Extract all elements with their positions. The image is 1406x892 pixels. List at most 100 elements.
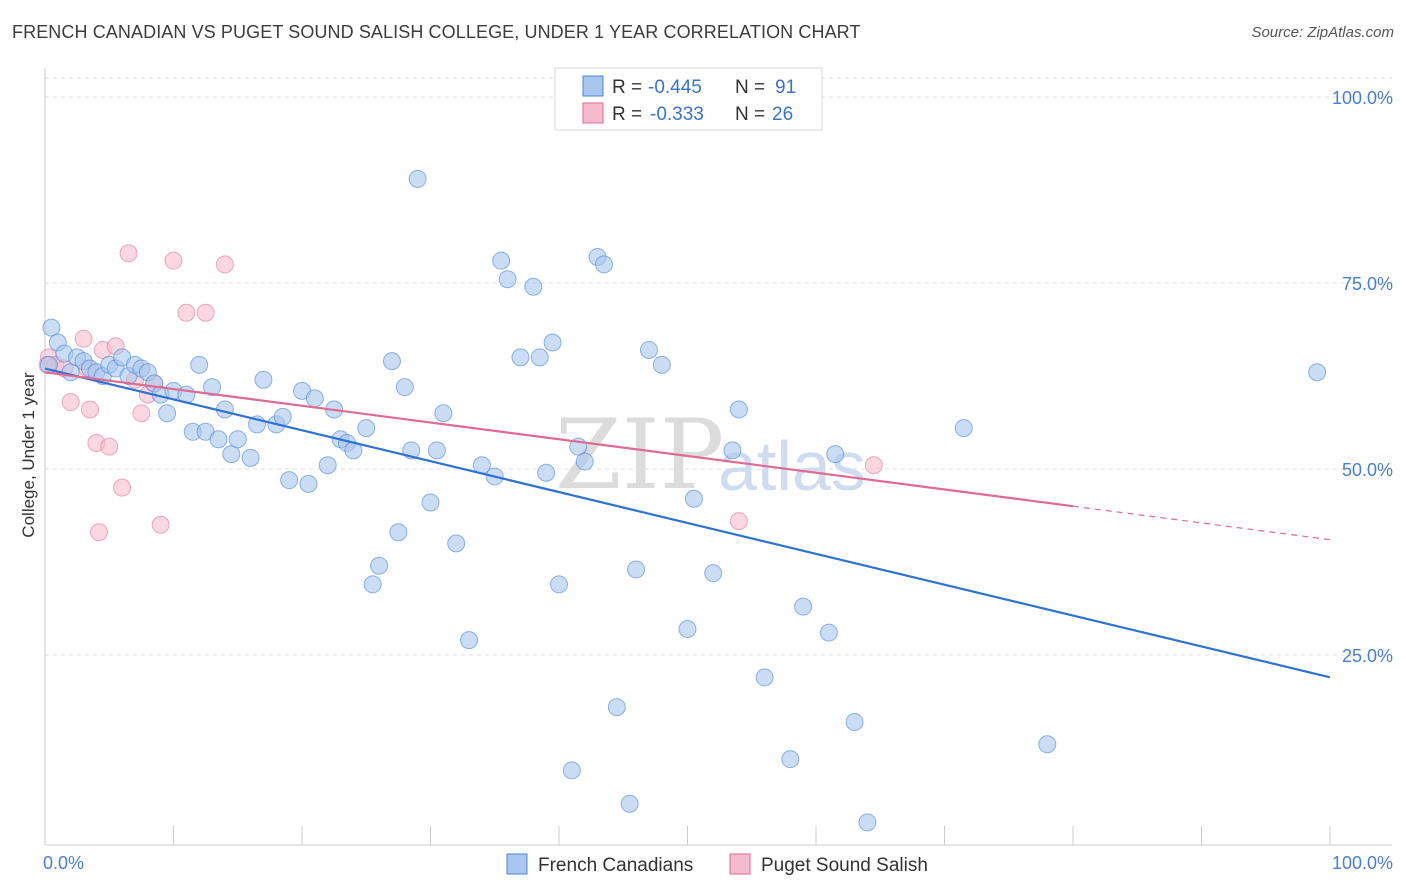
watermark-atlas: atlas	[718, 427, 866, 505]
data-point-french-canadians	[1308, 363, 1327, 382]
data-point-french-canadians	[723, 441, 742, 460]
data-point-french-canadians	[421, 493, 440, 512]
data-point-puget-sound-salish	[80, 400, 99, 419]
data-point-french-canadians	[627, 560, 646, 579]
data-point-french-canadians	[607, 698, 626, 717]
data-point-french-canadians	[460, 631, 479, 650]
x-tick-label: 0.0%	[43, 853, 84, 873]
data-point-french-canadians	[639, 340, 658, 359]
stats-legend: R = -0.445 N = 91 R = -0.333 N = 26	[554, 67, 823, 131]
trend-line-puget-sound-salish-extension	[1072, 505, 1331, 541]
data-point-french-canadians	[357, 419, 376, 438]
y-tick-label: 50.0%	[1342, 460, 1393, 480]
legend-n-label-1: N =	[735, 77, 765, 98]
data-point-french-canadians	[620, 794, 639, 813]
data-point-french-canadians	[427, 441, 446, 460]
data-point-puget-sound-salish	[119, 244, 138, 263]
tick-labels: 25.0% 50.0% 75.0% 100.0% 0.0% 100.0%	[43, 88, 1393, 873]
data-point-french-canadians	[254, 370, 273, 389]
data-point-french-canadians	[492, 251, 511, 270]
data-point-french-canadians	[42, 318, 61, 337]
data-point-puget-sound-salish	[89, 523, 108, 542]
data-point-french-canadians	[1038, 735, 1057, 754]
legend-r-label-2: R =	[612, 104, 642, 125]
data-point-french-canadians	[318, 456, 337, 475]
data-point-french-canadians	[845, 712, 864, 731]
trend-line-french-canadians	[44, 367, 1331, 679]
series-french-canadians-points	[39, 99, 1327, 832]
data-point-puget-sound-salish	[177, 303, 196, 322]
data-point-french-canadians	[684, 489, 703, 508]
data-point-french-canadians	[826, 445, 845, 464]
data-point-french-canadians	[729, 400, 748, 419]
series-legend: French Canadians Puget Sound Salish	[506, 853, 928, 876]
data-point-puget-sound-salish	[729, 512, 748, 531]
legend-r-value-1: -0.445	[648, 77, 702, 98]
data-point-puget-sound-salish	[151, 515, 170, 534]
data-point-puget-sound-salish	[864, 456, 883, 475]
data-point-french-canadians	[704, 564, 723, 583]
legend-swatch-pink	[582, 102, 604, 124]
data-point-french-canadians	[222, 445, 241, 464]
data-point-french-canadians	[273, 407, 292, 426]
legend-label-puget-sound-salish: Puget Sound Salish	[761, 855, 928, 876]
data-point-french-canadians	[511, 348, 530, 367]
data-point-french-canadians	[524, 277, 543, 296]
data-point-french-canadians	[594, 255, 613, 274]
data-point-french-canadians	[241, 448, 260, 467]
data-point-puget-sound-salish	[74, 329, 93, 348]
data-point-french-canadians	[299, 474, 318, 493]
data-point-french-canadians	[389, 523, 408, 542]
legend-swatch-puget-sound-salish	[729, 853, 751, 875]
data-point-puget-sound-salish	[100, 437, 119, 456]
legend-n-value-1: 91	[775, 77, 796, 98]
data-point-french-canadians	[755, 668, 774, 687]
data-point-french-canadians	[363, 575, 382, 594]
data-point-puget-sound-salish	[113, 478, 132, 497]
data-point-french-canadians	[382, 352, 401, 371]
y-tick-label: 100.0%	[1332, 88, 1393, 108]
data-point-french-canadians	[408, 169, 427, 188]
x-tick-label: 100.0%	[1332, 853, 1393, 873]
data-point-french-canadians	[819, 623, 838, 642]
data-point-french-canadians	[370, 556, 389, 575]
y-tick-label: 25.0%	[1342, 646, 1393, 666]
data-point-french-canadians	[781, 750, 800, 769]
legend-r-value-2: -0.333	[650, 104, 704, 125]
data-point-french-canadians	[228, 430, 247, 449]
data-point-puget-sound-salish	[196, 303, 215, 322]
data-point-puget-sound-salish	[132, 404, 151, 423]
data-point-french-canadians	[543, 333, 562, 352]
chart-title: FRENCH CANADIAN VS PUGET SOUND SALISH CO…	[12, 22, 861, 42]
data-point-french-canadians	[190, 355, 209, 374]
source-label: Source: ZipAtlas.com	[1251, 24, 1394, 41]
data-point-french-canadians	[562, 761, 581, 780]
data-point-french-canadians	[395, 378, 414, 397]
data-point-french-canadians	[280, 471, 299, 490]
data-point-french-canadians	[652, 355, 671, 374]
data-point-french-canadians	[530, 348, 549, 367]
legend-r-label-1: R =	[612, 77, 642, 98]
trend-lines	[44, 367, 1331, 679]
legend-n-label-2: N =	[735, 104, 765, 125]
trend-line-puget-sound-salish	[44, 371, 1074, 508]
data-point-french-canadians	[858, 813, 877, 832]
data-point-french-canadians	[498, 270, 517, 289]
axes	[44, 68, 1392, 846]
legend-swatch-french-canadians	[506, 853, 528, 875]
data-point-french-canadians	[434, 404, 453, 423]
data-point-french-canadians	[954, 419, 973, 438]
data-point-puget-sound-salish	[61, 393, 80, 412]
legend-label-french-canadians: French Canadians	[538, 855, 693, 876]
legend-n-value-2: 26	[772, 104, 793, 125]
data-point-french-canadians	[550, 575, 568, 594]
y-axis-title: College, Under 1 year	[19, 372, 38, 538]
data-point-french-canadians	[203, 378, 222, 397]
legend-swatch-blue	[582, 75, 604, 97]
data-point-french-canadians	[158, 404, 177, 423]
data-point-french-canadians	[305, 389, 324, 408]
data-point-french-canadians	[678, 619, 697, 638]
data-point-french-canadians	[794, 597, 813, 616]
data-point-puget-sound-salish	[215, 255, 234, 274]
